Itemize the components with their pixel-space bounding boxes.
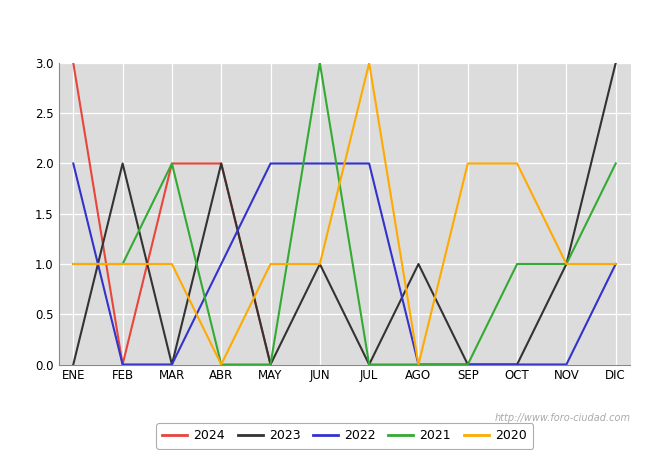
Legend: 2024, 2023, 2022, 2021, 2020: 2024, 2023, 2022, 2021, 2020 — [156, 423, 533, 449]
Text: http://www.foro-ciudad.com: http://www.foro-ciudad.com — [495, 413, 630, 423]
Text: Matriculaciones de Vehiculos en Castejón de Sos: Matriculaciones de Vehiculos en Castejón… — [88, 18, 562, 38]
